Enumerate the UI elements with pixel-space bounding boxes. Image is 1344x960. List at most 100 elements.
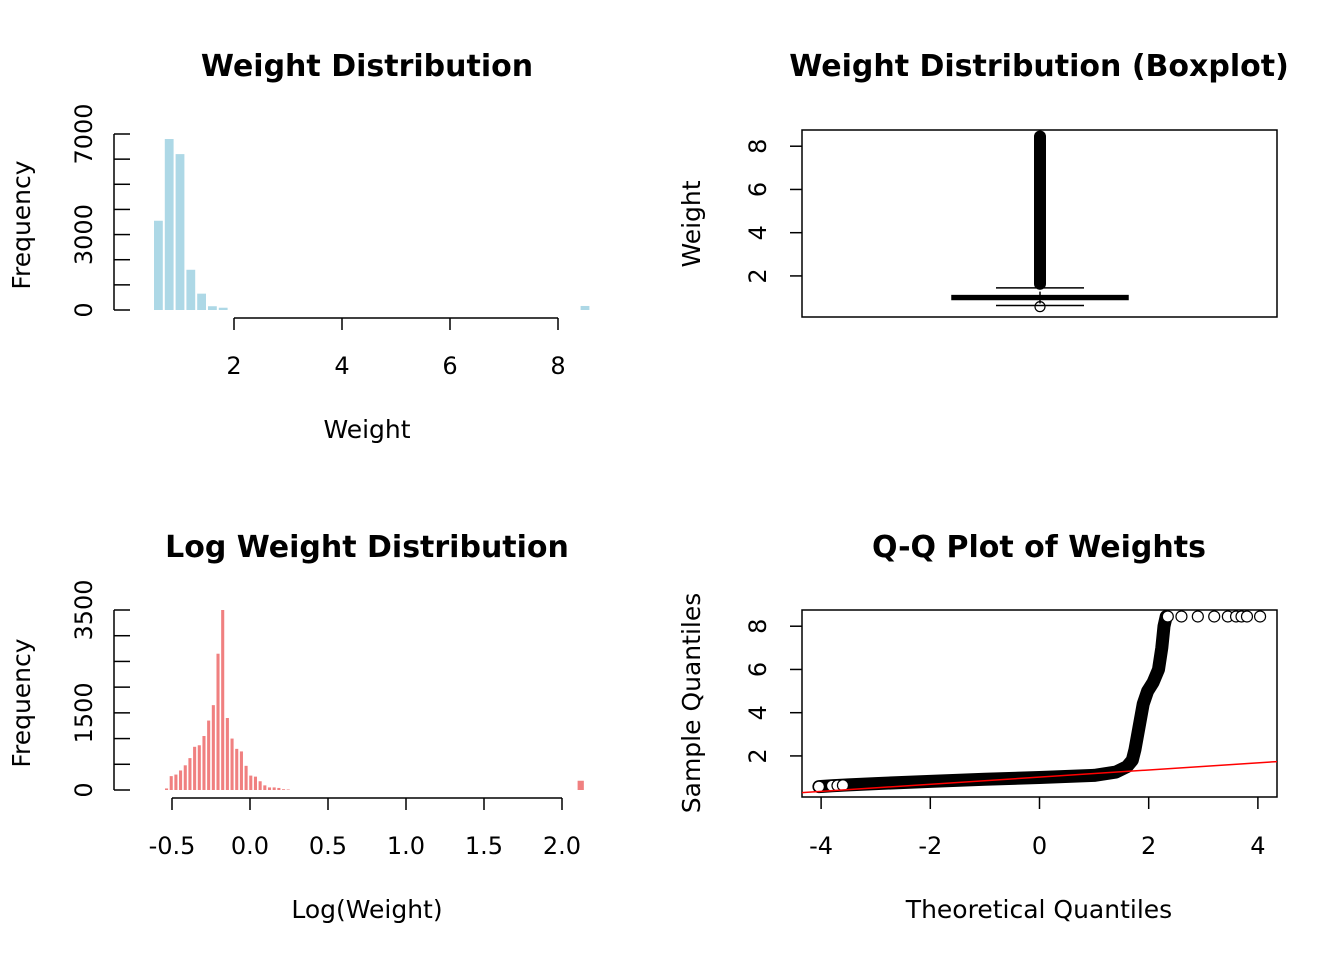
- panel3-bars: [165, 610, 584, 790]
- panel3-bar-8: [202, 736, 206, 790]
- panel3-x-tick-label-0.0: 0.0: [231, 832, 269, 860]
- panel1-ylabel: Frequency: [7, 160, 36, 289]
- panel4-point-high-1: [1175, 610, 1188, 623]
- panel3-x-tick-label-2.0: 2.0: [543, 832, 581, 860]
- panel3-title: Log Weight Distribution: [165, 530, 569, 565]
- panel2-box: [951, 130, 1129, 313]
- panel3-bar-2: [174, 774, 178, 790]
- panel1-bar-7: [580, 305, 590, 310]
- panel3-bar-11: [216, 653, 220, 790]
- panel4-y-tick-label-2: 2: [744, 748, 772, 763]
- panel3-x-tick-label--0.5: -0.5: [149, 832, 196, 860]
- panel3-bar-26: [286, 789, 290, 790]
- panel3-y-tick-label-1500: 1500: [70, 682, 98, 743]
- panel4-y-tick-label-4: 4: [744, 705, 772, 720]
- panel3-y-tick-label-0: 0: [70, 782, 98, 797]
- panel4-title: Q-Q Plot of Weights: [872, 530, 1206, 565]
- panel1-bar-0: [154, 220, 163, 310]
- panel4-reference-line: [801, 760, 1278, 794]
- panel1-bar-5: [208, 306, 217, 310]
- panel1-bars: [154, 139, 590, 310]
- panel2-lower-outlier: [1034, 301, 1046, 313]
- panel2-axes: 2 4 6 8: [744, 139, 802, 284]
- panel-weight-boxplot: Weight Distribution (Boxplot) Weight 2 4 6…: [677, 49, 1289, 318]
- panel3-bar-12: [221, 610, 225, 790]
- panel3-bar-outlier: [577, 780, 584, 790]
- panel1-x-tick-label-2: 2: [226, 352, 241, 380]
- panel4-y-tick-label-6: 6: [744, 662, 772, 677]
- panel1-bar-3: [186, 269, 196, 310]
- panel4-x-tick-label-0: 0: [1032, 832, 1047, 860]
- panel4-x-tick-label-4: 4: [1250, 832, 1265, 860]
- panel1-bar-6: [218, 307, 228, 310]
- panel2-y-tick-label-2: 2: [744, 268, 772, 283]
- panel4-point-high-3: [1208, 610, 1221, 623]
- panel1-x-tick-label-8: 8: [550, 352, 565, 380]
- panel4-x-tick-label-2: 2: [1141, 832, 1156, 860]
- panel3-bar-16: [239, 751, 243, 790]
- panel3-x-tick-label-1.0: 1.0: [387, 832, 425, 860]
- panel3-bar-10: [211, 705, 215, 790]
- panel4-frame: [801, 609, 1278, 798]
- panel1-axes: 2 4 6 8 0 3000 7000: [70, 103, 566, 380]
- panel-weight-histogram: Weight Distribution Weight Frequency 2 4 6…: [7, 49, 590, 444]
- panel2-y-tick-label-8: 8: [744, 139, 772, 154]
- panel3-bar-22: [267, 787, 272, 790]
- panel4-x-tick-label--4: -4: [809, 832, 833, 860]
- panel1-bar-2: [175, 154, 185, 310]
- panel3-bar-19: [253, 776, 257, 790]
- panel3-bar-17: [244, 765, 248, 790]
- panel3-bar-4: [183, 765, 187, 790]
- panel3-ylabel: Frequency: [7, 638, 36, 767]
- panel2-frame: [801, 129, 1278, 318]
- panel3-bar-9: [207, 720, 211, 790]
- panel3-bar-21: [263, 785, 267, 790]
- panel4-y-tick-label-8: 8: [744, 619, 772, 634]
- panel3-bar-3: [179, 770, 183, 790]
- panel3-xlabel: Log(Weight): [291, 895, 442, 924]
- panel3-bar-24: [277, 787, 281, 790]
- panel3-bar-7: [197, 745, 201, 790]
- panel3-bar-23: [272, 787, 276, 790]
- panel2-y-tick-label-6: 6: [744, 182, 772, 197]
- panel1-y-tick-label-7000: 7000: [70, 103, 98, 164]
- panel4-ylabel: Sample Quantiles: [677, 593, 706, 813]
- panel3-bar-18: [249, 775, 253, 790]
- panel4-point-high-7: [1240, 610, 1254, 623]
- panel2-ylabel: Weight: [677, 180, 706, 267]
- panel4-point-high-2: [1191, 610, 1204, 623]
- panel-qq-plot: Q-Q Plot of Weights Theoretical Quantile…: [677, 530, 1278, 924]
- panel1-title: Weight Distribution: [201, 49, 533, 84]
- panel3-bar-20: [258, 781, 262, 790]
- panel1-x-tick-label-6: 6: [442, 352, 457, 380]
- panel4-point-low-3: [836, 779, 850, 792]
- panel3-bar-5: [188, 758, 192, 790]
- panel-log-weight-histogram: Log Weight Distribution Log(Weight) Freq…: [7, 530, 584, 924]
- panel3-bar-6: [193, 746, 197, 790]
- panel3-x-tick-label-1.5: 1.5: [465, 832, 503, 860]
- panel3-bar-14: [230, 738, 234, 790]
- panel4-xlabel: Theoretical Quantiles: [905, 895, 1172, 924]
- panel2-title: Weight Distribution (Boxplot): [789, 49, 1289, 84]
- panel1-xlabel: Weight: [323, 415, 410, 444]
- panel1-bar-1: [164, 139, 174, 310]
- panel1-bar-4: [197, 293, 206, 310]
- panel4-sample-curve: [812, 610, 1173, 794]
- panel3-bar-1: [169, 776, 173, 790]
- panel1-y-tick-label-3000: 3000: [70, 204, 98, 265]
- panel3-axes: -0.5 0.0 0.5 1.0 1.5 2.0 0 1500 3500: [70, 579, 581, 860]
- panel4-x-tick-label--2: -2: [918, 832, 942, 860]
- panel3-bar-25: [282, 789, 286, 790]
- panel4-points: [801, 610, 1278, 794]
- panel4-point-high-0: [1161, 610, 1174, 623]
- panel2-y-tick-label-4: 4: [744, 225, 772, 240]
- panel4-point-low-0: [812, 780, 826, 793]
- panel1-y-tick-label-0: 0: [70, 302, 98, 317]
- panel3-y-tick-label-3500: 3500: [70, 579, 98, 640]
- panel4-point-high-8: [1253, 610, 1267, 623]
- panel3-bar-15: [235, 748, 239, 790]
- panel3-x-tick-label-0.5: 0.5: [309, 832, 347, 860]
- panel4-axes: -4 -2 0 2 4 2 4 6 8: [744, 619, 1266, 860]
- panel3-bar-13: [225, 718, 229, 790]
